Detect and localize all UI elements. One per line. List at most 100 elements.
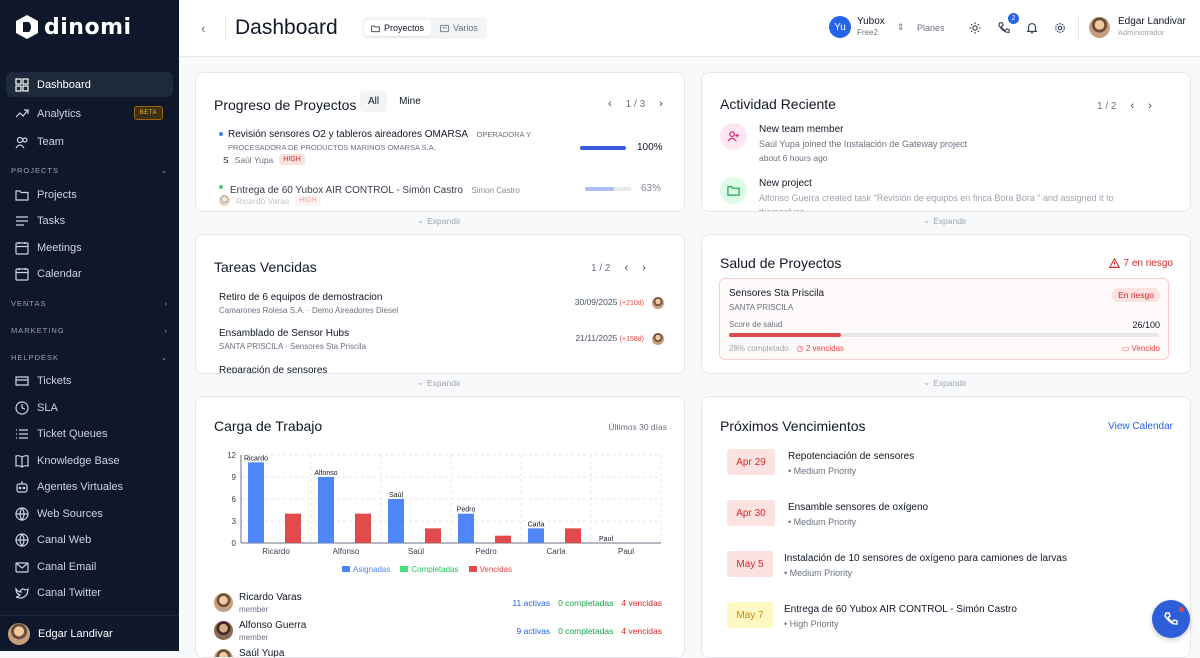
sidebar-item-label: Canal Email (37, 560, 97, 573)
sidebar-item-tasks[interactable]: Tasks (6, 208, 173, 233)
grid-icon (15, 77, 29, 92)
topbar: ‹ Dashboard Proyectos Varios Yu Yubox Fr… (179, 0, 1200, 57)
prev-icon[interactable]: ‹ (1130, 100, 1135, 112)
expand-label: Expandir (427, 377, 461, 388)
next-icon[interactable]: › (659, 98, 663, 110)
back-chevron-icon[interactable]: ‹ (201, 20, 206, 36)
deadline-title: Repotenciación de sensores (788, 451, 915, 462)
pager: ‹ 1 / 3 › (608, 98, 663, 110)
avatar (214, 649, 233, 657)
expand-salud[interactable]: ⌄ Expandir (923, 377, 967, 388)
chevron-down-icon: ⌄ (417, 377, 425, 387)
filter-mine[interactable]: Mine (399, 96, 421, 107)
ticket-icon (15, 375, 29, 386)
prev-icon[interactable]: ‹ (624, 262, 629, 274)
view-calendar-link[interactable]: View Calendar (1108, 421, 1173, 432)
filter-all[interactable]: All (360, 91, 388, 112)
member-row[interactable]: Alfonso Guerra member 9 activas 0 comple… (214, 620, 669, 644)
bar-asignadas (388, 499, 404, 543)
chevron-down-icon: ⌄ (923, 215, 931, 225)
task-row[interactable]: Ensamblado de Sensor Hubs SANTA PRISCILA… (219, 328, 664, 351)
progress-track (580, 146, 626, 150)
sidebar-item-canal-twitter[interactable]: Canal Twitter (6, 580, 173, 605)
expand-tareas[interactable]: ⌄ Expandir (417, 377, 461, 388)
section-projects[interactable]: PROJECTS ⌄ (11, 166, 168, 175)
x-tick-label: Pedro (475, 547, 497, 556)
x-tick-label: Carla (546, 547, 566, 556)
sidebar-item-label: Calendar (37, 267, 82, 280)
tab-varios[interactable]: Varios (433, 20, 485, 36)
sidebar-item-canal-web[interactable]: Canal Web (6, 527, 173, 552)
bar-asignadas (318, 477, 334, 543)
org-avatar: Yu (829, 16, 851, 38)
deadline-date: May 7 (727, 602, 773, 628)
sidebar-item-tickets[interactable]: Tickets (6, 368, 173, 393)
prev-icon[interactable]: ‹ (608, 98, 612, 110)
deadline-item[interactable]: Apr 29 Repotenciación de sensores • Medi… (702, 449, 1190, 479)
bar-data-label: Pedro (457, 507, 476, 514)
expand-actividad[interactable]: ⌄ Expandir (923, 215, 967, 226)
health-item[interactable]: Sensores Sta Priscila SANTA PRISCILA En … (719, 278, 1169, 360)
sidebar-item-sla[interactable]: SLA (6, 395, 173, 420)
tab-proyectos[interactable]: Proyectos (364, 20, 432, 36)
logo[interactable]: dinomi (14, 14, 132, 40)
bell-icon[interactable] (1026, 22, 1038, 34)
card-title: Próximos Vencimientos (720, 418, 866, 434)
deadline-title: Instalación de 10 sensores de oxígeno pa… (784, 553, 1067, 564)
section-ventas[interactable]: VENTAS › (11, 299, 168, 308)
priority-badge: HIGH (295, 195, 321, 206)
project-title: Entrega de 60 Yubox AIR CONTROL - Simón … (230, 185, 463, 196)
sidebar-item-ticket-queues[interactable]: Ticket Queues (6, 421, 173, 446)
sidebar-item-team[interactable]: Team (6, 129, 173, 154)
sidebar-item-web-sources[interactable]: Web Sources (6, 501, 173, 526)
sidebar-item-analytics[interactable]: Analytics BETA (6, 101, 173, 126)
task-row[interactable]: Reparación de sensores (219, 365, 664, 373)
next-icon[interactable]: › (642, 262, 646, 274)
member-completadas: 0 completadas (558, 598, 614, 608)
sidebar-item-knowledge-base[interactable]: Knowledge Base (6, 448, 173, 473)
page-title: Dashboard (235, 16, 338, 39)
chevron-down-icon: ⌄ (923, 377, 931, 387)
sidebar-item-meetings[interactable]: Meetings (6, 235, 173, 260)
member-row[interactable]: Ricardo Varas member 11 activas 0 comple… (214, 592, 669, 616)
sidebar-item-dashboard[interactable]: Dashboard (6, 72, 173, 97)
score-value: 26/100 (1132, 320, 1160, 330)
sidebar-item-projects[interactable]: Projects (6, 182, 173, 207)
bar-vencidas (285, 513, 301, 543)
sidebar-item-agentes-virtuales[interactable]: Agentes Virtuales (6, 474, 173, 499)
floating-call-button[interactable] (1152, 600, 1190, 638)
phone-icon[interactable] (998, 22, 1010, 34)
activity-desc: Saúl Yupa joined the Instalación de Gate… (759, 139, 967, 149)
deadline-item[interactable]: Apr 30 Ensamble sensores de oxígeno • Me… (702, 500, 1190, 530)
task-project: Sensores Sta Priscila (289, 342, 367, 351)
section-helpdesk[interactable]: HELPDESK ⌄ (11, 353, 168, 362)
user-menu[interactable]: Edgar Landivar Administrador (1089, 16, 1186, 38)
task-row[interactable]: Retiro de 6 equipos de demostracion Cama… (219, 292, 664, 315)
gear-icon[interactable] (1054, 22, 1066, 34)
task-client: Camarones Rolesa S.A. (219, 306, 305, 315)
expand-progreso[interactable]: ⌄ Expandir (417, 215, 461, 226)
activity-title: New project (759, 178, 812, 189)
section-marketing[interactable]: MARKETING › (11, 326, 168, 335)
member-row[interactable]: Saúl Yupa (214, 648, 669, 657)
sidebar-user[interactable]: Edgar Landivar (0, 615, 179, 651)
calendar-icon: ▭ (1121, 344, 1130, 353)
member-vencidas: 4 vencidas (621, 626, 662, 636)
sidebar-item-calendar[interactable]: Calendar (6, 261, 173, 286)
chart-legend: Asignadas Completadas Vencidas (342, 565, 512, 574)
globe-icon (15, 506, 29, 521)
chevron-updown-icon: ⇕ (896, 21, 905, 32)
book-icon (15, 454, 29, 468)
chevron-right-icon: › (164, 299, 168, 308)
bar-data-label: Paul (599, 536, 613, 543)
legend-label: Completadas (411, 565, 459, 574)
project-client-cont: PROCESADORA DE PRODUCTOS MARINOS OMARSA … (228, 143, 436, 152)
planes-button[interactable]: Planes (917, 23, 945, 33)
deadline-item[interactable]: May 5 Instalación de 10 sensores de oxíg… (702, 551, 1190, 581)
card-title: Actividad Reciente (720, 96, 836, 112)
org-switcher[interactable]: Yu Yubox Free2 ⇕ (829, 16, 904, 38)
sidebar-item-canal-email[interactable]: Canal Email (6, 554, 173, 579)
deadline-item[interactable]: May 7 Entrega de 60 Yubox AIR CONTROL - … (702, 602, 1190, 632)
sun-icon[interactable] (969, 22, 981, 34)
next-icon[interactable]: › (1148, 100, 1152, 112)
